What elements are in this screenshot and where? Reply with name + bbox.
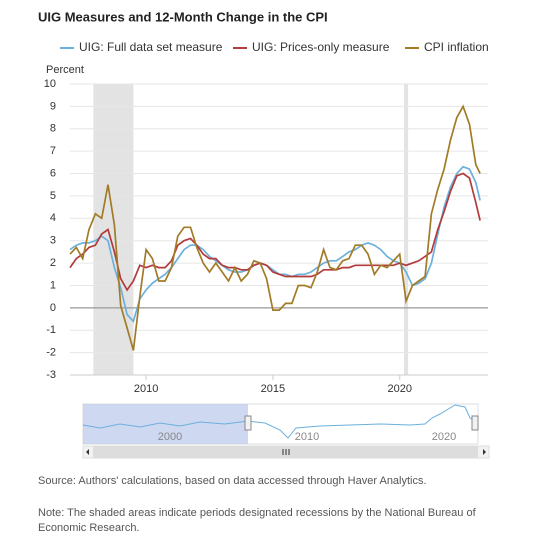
navigator-line: [82, 404, 479, 439]
recession-band: [404, 84, 409, 375]
x-tick-label: 2010: [134, 383, 158, 395]
y-tick-label: 1: [50, 279, 56, 291]
legend-label: UIG: Prices-only measure: [252, 40, 390, 54]
y-tick-label: 2: [50, 257, 56, 269]
y-tick-label: 10: [44, 78, 56, 90]
y-axis-label: Percent: [46, 64, 84, 76]
chart: UIG Measures and 12-Month Change in the …: [38, 9, 490, 459]
y-tick-label: 3: [50, 235, 56, 247]
legend-label: CPI inflation: [424, 40, 489, 54]
y-tick-label: -1: [46, 324, 56, 336]
navigator-label: 2010: [295, 431, 319, 443]
y-tick-label: 6: [50, 167, 56, 179]
y-tick-label: 8: [50, 123, 56, 135]
navigator-handle[interactable]: [244, 415, 252, 431]
y-tick-label: 0: [50, 302, 56, 314]
navigator-handle[interactable]: [471, 415, 479, 431]
navigator: 2000 2010 2020: [82, 403, 490, 459]
footnote: Note: The shaded areas indicate periods …: [38, 507, 476, 534]
chart-title: UIG Measures and 12-Month Change in the …: [38, 9, 328, 24]
y-tick-label: 4: [50, 212, 56, 224]
x-tick-label: 2020: [387, 383, 411, 395]
y-tick-label: -2: [46, 347, 56, 359]
legend-label: UIG: Full data set measure: [79, 40, 223, 54]
source-note: Source: Authors' calculations, based on …: [38, 475, 427, 487]
series-line: [69, 172, 481, 292]
y-tick-label: 9: [50, 100, 56, 112]
navigator-label: 2000: [158, 431, 182, 443]
y-tick-label: 7: [50, 145, 56, 157]
y-tick-label: -3: [46, 369, 56, 381]
series-line: [69, 104, 481, 351]
scrollbar-grip: [282, 449, 290, 455]
y-tick-label: 5: [50, 190, 56, 202]
navigator-label: 2020: [432, 431, 456, 443]
x-tick-label: 2015: [261, 383, 285, 395]
